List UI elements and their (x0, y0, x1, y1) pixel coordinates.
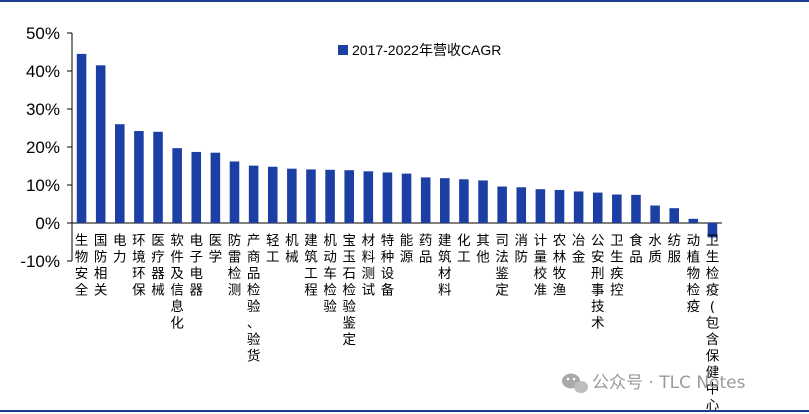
category-label: 卫生检疫(包含保健中心) (706, 233, 720, 414)
category-label: 特种设备 (381, 233, 395, 299)
bar (306, 169, 316, 223)
bar (382, 172, 393, 223)
bar (191, 151, 202, 223)
category-label: 软件及信息化 (170, 233, 184, 332)
bar (344, 170, 354, 223)
bar (76, 53, 87, 224)
bar (669, 208, 679, 223)
category-label: 轻工 (266, 233, 280, 266)
category-label: 宝玉石检验鉴定 (342, 233, 356, 348)
category-label: 产商品检验、验货 (247, 233, 261, 365)
bar (267, 166, 278, 223)
top-border (0, 0, 809, 2)
y-tick-label: -10% (20, 252, 60, 271)
y-tick-label: 0% (35, 214, 60, 233)
category-label: 药品 (419, 233, 433, 266)
bar (516, 187, 527, 223)
y-tick-label: 10% (26, 176, 60, 195)
category-label: 建筑材料 (438, 233, 452, 299)
category-label: 水质 (648, 233, 662, 266)
category-label: 公安刑事技术 (591, 233, 605, 332)
bar (440, 178, 450, 223)
bar (535, 189, 546, 223)
category-label: 医学 (209, 233, 223, 266)
category-label: 动植物检疫 (687, 233, 701, 315)
bar (229, 161, 240, 223)
category-label: 国防相关 (94, 233, 108, 299)
y-tick-label: 20% (26, 138, 60, 157)
watermark-text: 公众号 · TLC Notes (592, 373, 746, 393)
category-label: 卫生疾控 (610, 233, 624, 299)
category-label: 机动车检验 (323, 233, 337, 315)
category-label: 其他 (476, 233, 490, 266)
bar (153, 131, 163, 223)
bar (573, 191, 584, 223)
category-label: 机械 (285, 233, 299, 266)
bar (401, 173, 412, 223)
bar (554, 189, 565, 223)
bar (115, 124, 125, 223)
bar (172, 148, 182, 223)
category-label: 医疗器械 (151, 233, 165, 299)
category-label: 建筑工程 (304, 233, 318, 299)
category-label: 材料测试 (362, 233, 376, 299)
bar (612, 194, 622, 223)
bar (497, 186, 507, 223)
legend-label: 2017-2022年营收CAGR (352, 42, 501, 58)
category-label: 化工 (457, 233, 471, 266)
bar (688, 218, 699, 223)
bar (325, 169, 335, 223)
bars (76, 53, 718, 238)
category-label: 生物安全 (75, 233, 89, 299)
bar (592, 192, 603, 223)
wechat-icon (562, 373, 588, 393)
bar (248, 165, 259, 223)
category-label: 纺服 (667, 233, 681, 266)
category-label: 电力 (113, 233, 127, 266)
bar (631, 194, 641, 223)
bar (363, 171, 374, 223)
category-labels: 生物安全国防相关电力环境环保医疗器械软件及信息化电子电器医学防雷检测产商品检验、… (75, 232, 720, 414)
category-label: 冶金 (572, 233, 586, 266)
category-label: 能源 (400, 233, 414, 266)
category-label: 计量校准 (534, 233, 548, 299)
watermark: 公众号 · TLC Notes (562, 373, 746, 393)
bar (210, 152, 221, 223)
category-label: 环境环保 (132, 233, 146, 299)
y-tick-label: 50% (26, 24, 60, 43)
y-tick-label: 30% (26, 100, 60, 119)
category-label: 消防 (515, 233, 529, 266)
bar (134, 131, 144, 223)
y-tick-label: 40% (26, 62, 60, 81)
category-label: 司法鉴定 (495, 233, 509, 299)
bar (707, 223, 718, 238)
bar (650, 205, 660, 223)
legend: 2017-2022年营收CAGR (338, 42, 501, 58)
category-label: 电子电器 (190, 233, 204, 299)
category-label: 食品 (629, 232, 643, 266)
category-label: 农林牧渔 (553, 233, 567, 299)
legend-swatch (338, 45, 348, 55)
bar (478, 180, 488, 223)
bar (95, 65, 106, 223)
bar (287, 168, 297, 223)
bottom-border (0, 410, 809, 412)
bar (459, 179, 469, 223)
bar (420, 177, 431, 223)
category-label: 防雷检测 (228, 233, 242, 299)
